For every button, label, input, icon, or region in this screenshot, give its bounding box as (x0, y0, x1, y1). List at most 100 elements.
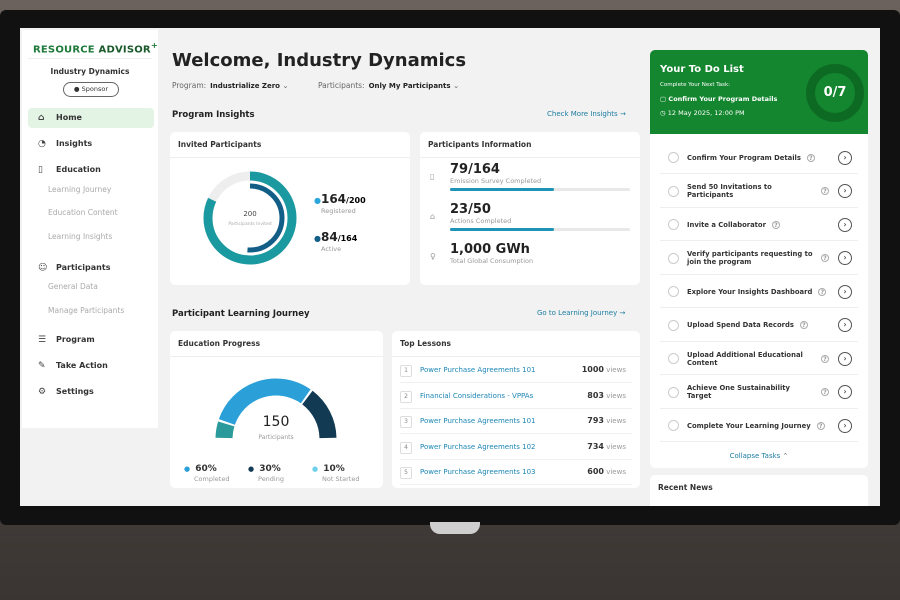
help-icon[interactable]: ? (806, 153, 815, 162)
action-icon: ✎ (38, 361, 46, 371)
sidebar-item-take-action[interactable]: ✎ Take Action (28, 356, 154, 376)
lesson-title[interactable]: Power Purchase Agreements 101 (420, 366, 536, 374)
views-count: 600 (587, 467, 604, 476)
task-checkbox[interactable] (668, 152, 679, 163)
views-count: 734 (587, 441, 604, 451)
sidebar-subitem[interactable]: Manage Participants (48, 306, 125, 315)
task-checkbox[interactable] (668, 319, 679, 331)
task-checkbox[interactable] (668, 219, 679, 230)
todo-task[interactable]: Achieve One Sustainability Target? › (660, 377, 858, 409)
next-task-link[interactable]: ▢ Confirm Your Program Details (660, 95, 777, 103)
sidebar-subitem[interactable]: Education Content (48, 208, 118, 217)
help-icon[interactable]: ? (821, 187, 829, 195)
chevron-right-circle-icon[interactable]: › (838, 318, 852, 332)
task-checkbox[interactable] (668, 286, 679, 297)
gauge-segment-not-started (215, 421, 235, 439)
sidebar-item-education[interactable]: ▯ Education (28, 160, 154, 180)
lesson-row[interactable]: 3 Power Purchase Agreements 101 793 views (400, 408, 632, 434)
task-label: Invite a Collaborator (687, 220, 766, 229)
chevron-right-circle-icon[interactable]: › (838, 251, 852, 265)
help-icon[interactable]: ? (818, 287, 827, 296)
sidebar-item-program[interactable]: ☰ Program (28, 330, 154, 350)
lesson-title[interactable]: Power Purchase Agreements 103 (420, 468, 536, 476)
chevron-right-circle-icon[interactable]: › (838, 184, 852, 198)
legend-pct: 10% (323, 464, 345, 474)
chevron-right-circle-icon[interactable]: › (838, 351, 852, 366)
task-checkbox[interactable] (668, 386, 679, 398)
todo-task[interactable]: Upload Spend Data Records? › (660, 310, 858, 342)
chevron-down-icon: ⌄ (282, 81, 289, 90)
lesson-row[interactable]: 4 Power Purchase Agreements 102 734 views (400, 434, 632, 460)
help-icon[interactable]: ? (816, 421, 825, 430)
registered-value: 164 (320, 192, 347, 206)
sidebar-item-insights[interactable]: ◔ Insights (28, 134, 154, 154)
help-icon[interactable]: ? (821, 254, 829, 262)
info-progress-bar (450, 228, 630, 231)
help-icon[interactable]: ? (771, 220, 780, 229)
help-icon[interactable]: ? (821, 354, 829, 363)
info-value: 79/164 (450, 162, 500, 177)
legend-dot: ● (312, 465, 319, 473)
task-checkbox[interactable] (668, 185, 679, 197)
chevron-right-circle-icon[interactable]: › (838, 150, 852, 165)
task-checkbox[interactable] (668, 252, 679, 264)
sidebar-item-home[interactable]: ⌂ Home (28, 108, 154, 128)
chevron-right-circle-icon[interactable]: › (838, 418, 852, 433)
todo-task[interactable]: Explore Your Insights Dashboard? › (660, 276, 858, 308)
todo-header: Your To Do List Complete Your Next Task:… (650, 50, 868, 134)
legend-pct: 60% (195, 464, 217, 474)
todo-task[interactable]: Confirm Your Program Details? › (660, 142, 858, 174)
lesson-row[interactable]: 5 Power Purchase Agreements 103 600 views (400, 459, 632, 485)
sidebar-subitem[interactable]: Learning Journey (48, 185, 112, 194)
arrow-right-icon: → (619, 110, 626, 118)
task-checkbox[interactable] (668, 420, 679, 431)
help-icon[interactable]: ? (821, 388, 829, 396)
program-select[interactable]: Program: Industrialize Zero ⌄ (172, 81, 289, 90)
info-value: 1,000 GWh (450, 242, 530, 257)
help-icon[interactable]: ? (799, 321, 808, 329)
list-icon: ☰ (38, 335, 47, 345)
chevron-right-circle-icon[interactable]: › (838, 284, 852, 299)
sidebar-item-label: Education (56, 165, 101, 174)
donut-center-label: Participants Invited (228, 221, 271, 227)
chevron-right-circle-icon[interactable]: › (838, 385, 852, 399)
sidebar-item-participants[interactable]: ☺ Participants (28, 258, 154, 278)
clock-icon: ◷ (660, 109, 666, 117)
lesson-title[interactable]: Power Purchase Agreements 101 (420, 417, 536, 425)
chevron-down-icon: ⌄ (452, 81, 460, 90)
sidebar-subitem[interactable]: General Data (48, 282, 98, 291)
views-count: 1000 (581, 365, 604, 374)
check-more-insights-link[interactable]: Check More Insights → (547, 110, 626, 118)
task-checkbox[interactable] (668, 353, 679, 364)
todo-list: Confirm Your Program Details? › Send 50 In… (650, 134, 868, 468)
views-label: views (606, 417, 626, 425)
monitor-stand (430, 522, 480, 534)
go-to-learning-journey-link[interactable]: Go to Learning Journey → (537, 309, 625, 317)
recent-news-card: Recent News (650, 475, 868, 506)
views-label: views (606, 366, 626, 374)
task-label: Achieve One Sustainability Target (687, 384, 790, 400)
todo-task[interactable]: Verify participants requesting to join t… (660, 243, 858, 275)
lesson-title[interactable]: Power Purchase Agreements 102 (420, 442, 536, 451)
sidebar-item-settings[interactable]: ⚙ Settings (28, 382, 154, 402)
todo-task[interactable]: Send 50 Invitations to Participants? › (660, 176, 858, 208)
lesson-rank: 5 (400, 467, 412, 479)
brand-logo[interactable]: RESOURCE ADVISOR+ (33, 40, 158, 55)
lesson-rank: 3 (400, 416, 412, 428)
lesson-title[interactable]: Financial Considerations - VPPAs (420, 391, 534, 400)
collapse-tasks-button[interactable]: Collapse Tasks ⌃ (650, 452, 868, 460)
registered-arc (203, 171, 297, 265)
card-title: Education Progress (170, 331, 383, 357)
todo-count: 0/7 (823, 85, 847, 100)
todo-task[interactable]: Complete Your Learning Journey? › (660, 410, 858, 442)
lesson-row[interactable]: 1 Power Purchase Agreements 101 1000 views (400, 357, 632, 383)
chevron-right-circle-icon[interactable]: › (838, 217, 852, 232)
org-name: Industry Dynamics (50, 67, 130, 76)
todo-task[interactable]: Upload Additional Educational Content? › (660, 343, 858, 375)
lesson-row[interactable]: 2 Financial Considerations - VPPAs 803 vie… (400, 383, 632, 409)
participants-select[interactable]: Participants: Only My Participants ⌄ (318, 81, 459, 90)
todo-task[interactable]: Invite a Collaborator? › (660, 209, 858, 241)
app-screen: RESOURCE ADVISOR+ Industry Dynamics ● Sp… (20, 28, 880, 506)
task-label: Upload Additional Educational Content (687, 350, 803, 367)
sidebar-subitem[interactable]: Learning Insights (48, 232, 113, 241)
